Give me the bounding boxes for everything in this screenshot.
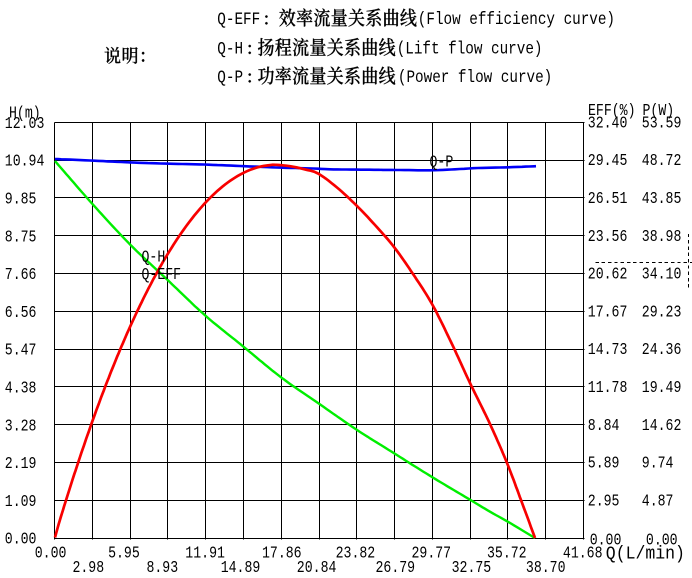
- svg-text:26.79: 26.79: [375, 560, 415, 578]
- svg-text:17.86: 17.86: [262, 545, 302, 563]
- svg-text:43.85: 43.85: [642, 191, 682, 209]
- svg-text:Q(L/min): Q(L/min): [606, 545, 685, 565]
- svg-text:10.94: 10.94: [5, 154, 45, 172]
- svg-text:11.91: 11.91: [185, 545, 225, 563]
- svg-text:Q-P: Q-P: [430, 154, 454, 172]
- svg-text:17.67: 17.67: [588, 304, 628, 322]
- svg-text:29.45: 29.45: [588, 153, 628, 171]
- svg-text:41.68: 41.68: [563, 545, 603, 563]
- svg-text:8.93: 8.93: [146, 560, 178, 578]
- svg-text:0.00: 0.00: [590, 532, 622, 550]
- svg-text:2.98: 2.98: [72, 560, 104, 578]
- svg-text:19.49: 19.49: [642, 380, 682, 398]
- svg-text:12.03: 12.03: [5, 116, 45, 134]
- svg-text:38.98: 38.98: [642, 229, 682, 247]
- svg-text:34.10: 34.10: [642, 266, 682, 284]
- svg-text:53.59: 53.59: [642, 115, 682, 133]
- svg-text:5.89: 5.89: [588, 455, 620, 473]
- svg-text:14.89: 14.89: [221, 560, 261, 578]
- svg-text:9.85: 9.85: [5, 191, 37, 209]
- svg-text:11.78: 11.78: [588, 380, 628, 398]
- svg-text:9.74: 9.74: [642, 455, 674, 473]
- svg-text:23.82: 23.82: [336, 545, 376, 563]
- svg-text:20.62: 20.62: [588, 266, 628, 284]
- svg-text:EFF(%): EFF(%): [588, 103, 636, 121]
- svg-text:3.28: 3.28: [5, 418, 37, 436]
- svg-text:35.72: 35.72: [487, 545, 527, 563]
- svg-text:5.95: 5.95: [108, 545, 140, 563]
- svg-text:20.84: 20.84: [297, 560, 337, 578]
- svg-text:Q-EFF: Q-EFF: [142, 267, 182, 285]
- svg-text:Q-H: Q-H: [217, 39, 243, 59]
- svg-text:1.09: 1.09: [5, 494, 37, 512]
- svg-text:8.75: 8.75: [5, 229, 37, 247]
- svg-text:32.75: 32.75: [452, 560, 492, 578]
- svg-text:0.00: 0.00: [35, 545, 67, 563]
- svg-text:2.95: 2.95: [588, 493, 620, 511]
- svg-text:4.87: 4.87: [642, 493, 674, 511]
- svg-text:29.77: 29.77: [411, 545, 451, 563]
- svg-text:0.00: 0.00: [646, 532, 678, 550]
- svg-text:29.23: 29.23: [642, 304, 682, 322]
- svg-text:4.38: 4.38: [5, 380, 37, 398]
- svg-text:23.56: 23.56: [588, 229, 628, 247]
- svg-text:(Power flow curve): (Power flow curve): [398, 68, 552, 88]
- svg-text:Q-P: Q-P: [217, 68, 243, 88]
- svg-text:Q-H: Q-H: [142, 249, 166, 267]
- svg-text:14.73: 14.73: [588, 342, 628, 360]
- svg-text:7.66: 7.66: [5, 267, 37, 285]
- svg-text:32.40: 32.40: [588, 115, 628, 133]
- svg-text:(Flow efficiency curve): (Flow efficiency curve): [418, 10, 615, 30]
- svg-text:6.56: 6.56: [5, 305, 37, 323]
- svg-text:5.47: 5.47: [5, 343, 37, 361]
- svg-text:P(W): P(W): [643, 103, 675, 121]
- svg-text:Q-EFF: Q-EFF: [217, 10, 260, 30]
- svg-text:(Lift flow curve): (Lift flow curve): [397, 39, 543, 59]
- svg-text:0.00: 0.00: [5, 532, 37, 550]
- svg-text:14.62: 14.62: [642, 418, 682, 436]
- svg-text:24.36: 24.36: [642, 342, 682, 360]
- svg-text:38.70: 38.70: [526, 560, 566, 578]
- svg-text:48.72: 48.72: [642, 153, 682, 171]
- svg-text:H(m): H(m): [9, 105, 41, 123]
- svg-text:26.51: 26.51: [588, 191, 628, 209]
- svg-text:8.84: 8.84: [588, 418, 620, 436]
- svg-text:2.19: 2.19: [5, 456, 37, 474]
